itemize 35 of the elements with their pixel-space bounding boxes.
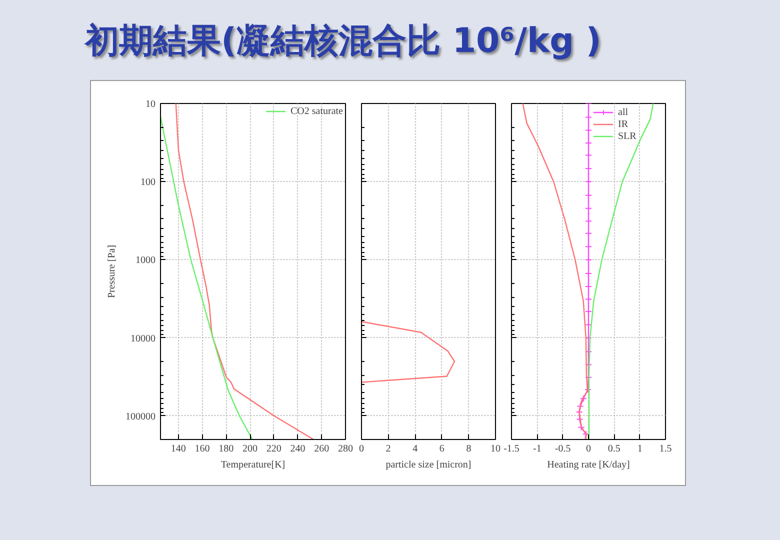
x-tick-label: 6	[439, 444, 444, 454]
x-tick-label: 4	[412, 444, 418, 454]
y-tick-label: 100000	[126, 411, 156, 422]
x-axis-title: particle size [micron]	[386, 460, 472, 470]
x-tick-label: 0.5	[608, 444, 620, 454]
y-tick-label: 1000	[136, 255, 156, 266]
x-tick-label: 2	[386, 444, 391, 454]
chart-title: 初期結果(凝結核混合比 10⁶/kg )	[85, 20, 602, 63]
legend-label: all	[618, 106, 629, 118]
x-tick-label: 220	[266, 444, 282, 454]
y-tick-label: 100	[140, 177, 156, 188]
y-tick-label: 10000	[130, 333, 156, 344]
x-tick-label: 280	[338, 444, 353, 454]
x-tick-label: 200	[242, 444, 258, 454]
legend-label: CO2 saturate	[290, 105, 343, 117]
x-tick-label: 260	[314, 444, 330, 454]
x-tick-label: 0	[359, 444, 364, 454]
x-tick-label: 240	[290, 444, 306, 454]
x-tick-label: 160	[194, 444, 210, 454]
x-axis-title: Heating rate [K/day]	[547, 460, 630, 470]
legend-label: SLR	[618, 130, 638, 142]
x-tick-label: 1	[637, 444, 642, 454]
x-axis-title: Temperature[K]	[220, 460, 286, 470]
x-tick-label: 180	[218, 444, 234, 454]
x-tick-label: 140	[170, 444, 186, 454]
x-tick-label: -1	[533, 444, 542, 454]
x-tick-label: -1.5	[504, 444, 520, 454]
y-axis-title: Pressure [Pa]	[106, 244, 118, 298]
x-tick-label: 8	[466, 444, 472, 454]
legend-label: IR	[618, 118, 629, 130]
y-tick-label: 10	[146, 99, 156, 110]
x-tick-label: 0	[586, 444, 591, 454]
x-tick-label: 1.5	[659, 444, 672, 454]
x-tick-label: -0.5	[554, 444, 571, 454]
x-tick-label: 10	[490, 444, 500, 454]
